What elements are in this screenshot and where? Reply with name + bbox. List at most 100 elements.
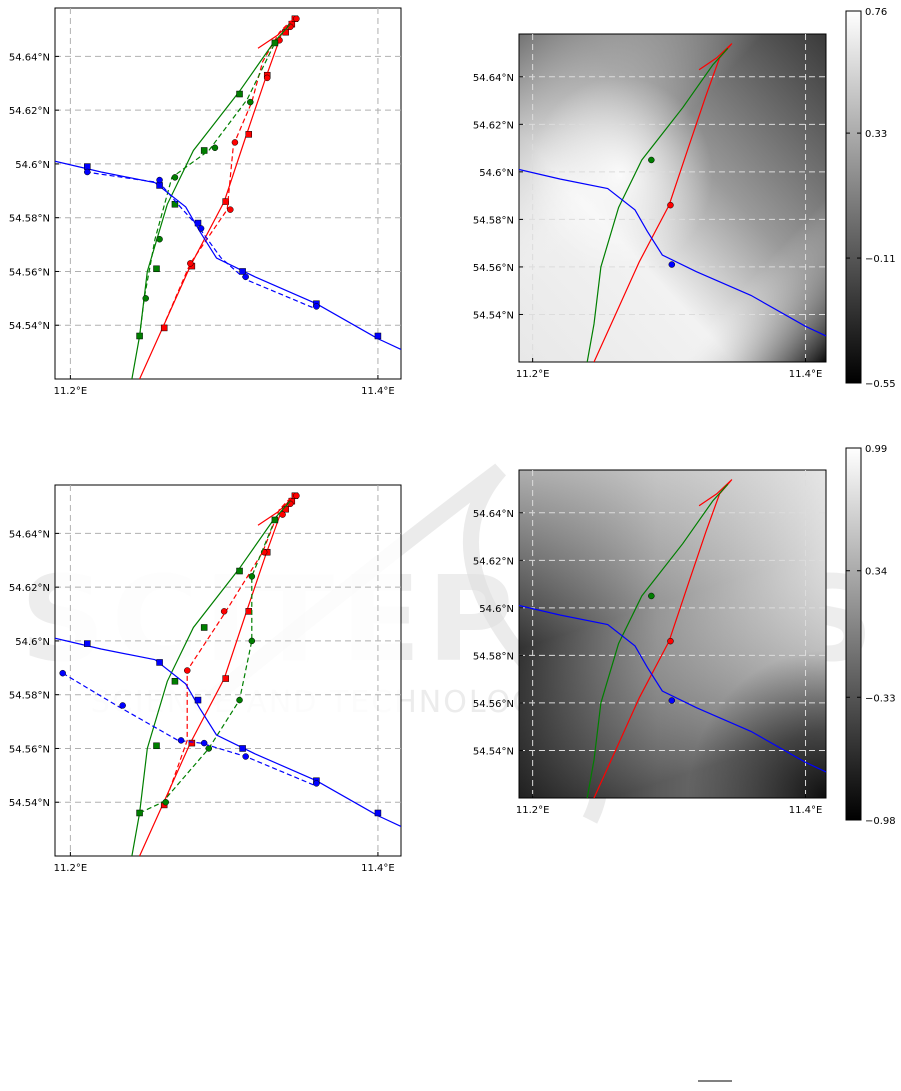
x-tick-label: 11.4°E — [789, 805, 823, 816]
marker-circle-red — [231, 139, 239, 146]
marker-circle-green — [648, 592, 655, 600]
marker-circle-blue — [242, 753, 249, 760]
marker-circle-green — [162, 798, 169, 806]
y-tick-label: 54.64°N — [473, 509, 514, 520]
y-tick-label: 54.58°N — [9, 691, 50, 702]
marker-square-red — [160, 324, 168, 332]
grid-lines — [55, 8, 401, 379]
marker-circle-green — [142, 295, 149, 302]
colorbar-tick-label: 0.33 — [865, 129, 887, 140]
series-line-red-dashed — [163, 495, 297, 806]
panel-bottom-left: 11.2°E 11.4°E 54.54°N 54.56°N 54.58°N 54.6°N 5… — [9, 484, 402, 874]
series-line-green-solid — [586, 47, 729, 362]
series-line-red-solid — [593, 479, 733, 798]
marker-circle-blue — [156, 176, 163, 184]
marker-square-green — [153, 742, 160, 750]
marker-circle-blue — [668, 261, 676, 268]
colorbar-tick-label: 0.34 — [865, 567, 887, 578]
marker-circle-green — [171, 174, 179, 181]
panel-bottom-right: 11.2°E 11.4°E 54.54°N 54.56°N 54.58°N 54.6°N 5… — [473, 444, 896, 827]
colorbar-ticks: 0.99 0.34 −0.33 −0.98 — [846, 444, 896, 827]
y-tick-label: 54.6°N — [479, 604, 514, 615]
series-line-blue-solid — [519, 604, 826, 773]
x-tick-label: 11.4°E — [361, 863, 395, 874]
x-tick-label: 11.2°E — [54, 386, 88, 397]
x-tick-label: 11.2°E — [516, 805, 550, 816]
x-tick-label: 11.2°E — [516, 369, 550, 380]
grid-lines — [55, 485, 401, 856]
marker-circle-green — [248, 637, 256, 645]
y-tick-label: 54.56°N — [473, 263, 514, 274]
colorbar-tick-label: −0.55 — [865, 379, 896, 390]
series-line-green-solid — [131, 500, 291, 856]
y-tick-label: 54.6°N — [15, 637, 50, 648]
marker-circle-red — [279, 511, 286, 518]
marker-square-red — [222, 198, 229, 205]
colorbar-tick-label: −0.33 — [865, 693, 896, 704]
marker-circle-blue — [313, 303, 320, 310]
x-tick-label: 11.2°E — [54, 863, 88, 874]
x-tick-label: 11.4°E — [789, 369, 823, 380]
y-tick-label: 54.58°N — [9, 214, 50, 225]
colorbar-tick-label: 0.99 — [865, 444, 887, 455]
y-tick-label: 54.62°N — [473, 556, 514, 567]
y-tick-label: 54.64°N — [9, 52, 50, 63]
series-layer — [55, 15, 401, 379]
marker-circle-blue — [119, 702, 126, 709]
plot-area-2 — [518, 33, 827, 363]
marker-circle-red — [293, 492, 300, 500]
marker-square-blue — [239, 268, 246, 275]
marker-square-green — [236, 567, 243, 575]
marker-circle-blue — [177, 737, 185, 744]
panel-top-right: 11.2°E 11.4°E 54.54°N 54.56°N 54.58°N 54.6°N 5… — [473, 7, 896, 390]
y-tick-label: 54.58°N — [473, 215, 514, 226]
y-tick-label: 54.54°N — [473, 310, 514, 321]
marker-circle-red — [263, 74, 271, 82]
marker-circle-red — [183, 667, 191, 674]
series-line-red-dashed — [162, 18, 297, 329]
y-tick-label: 54.64°N — [473, 73, 514, 84]
series-line-blue-solid — [55, 160, 401, 350]
y-tick-label: 54.54°N — [473, 746, 514, 757]
marker-square-blue — [374, 332, 382, 340]
colorbar-tick-label: 0.76 — [865, 7, 887, 18]
marker-circle-blue — [313, 780, 320, 787]
heatmap-background — [519, 470, 826, 798]
tick-labels: 11.2°E 11.4°E 54.54°N 54.56°N 54.58°N 54.6°N 5… — [473, 509, 822, 816]
plot-area-1 — [54, 7, 402, 380]
colorbar-gradient — [845, 447, 862, 821]
marker-circle-red — [667, 637, 674, 645]
colorbar-ticks: 0.76 0.33 −0.11 −0.55 — [846, 7, 896, 390]
marker-circle-green — [236, 696, 243, 704]
colorbar: 0.99 0.34 −0.33 −0.98 — [845, 444, 896, 827]
marker-square-green — [153, 265, 160, 273]
marker-square-green — [171, 678, 179, 685]
marker-square-red — [222, 675, 229, 682]
marker-circle-red — [220, 608, 228, 615]
marker-circle-green — [211, 144, 219, 152]
marker-square-red — [245, 131, 253, 138]
marker-square-red — [245, 608, 253, 615]
series-line-blue-solid — [55, 637, 401, 827]
marker-square-green — [200, 624, 208, 631]
marker-square-green — [136, 809, 143, 817]
colorbar: 0.76 0.33 −0.11 −0.55 — [845, 7, 896, 390]
marker-circle-green — [205, 745, 213, 752]
y-tick-label: 54.56°N — [9, 267, 50, 278]
y-tick-label: 54.54°N — [9, 321, 50, 332]
series-layer — [519, 479, 826, 798]
heatmap-background — [519, 34, 826, 362]
marker-square-blue — [239, 745, 246, 752]
marker-circle-red — [187, 260, 194, 267]
marker-circle-blue — [242, 273, 249, 281]
marker-circle-blue — [668, 697, 676, 704]
y-tick-label: 54.62°N — [473, 120, 514, 131]
x-tick-label: 11.4°E — [361, 386, 395, 397]
plot-area-4 — [518, 469, 827, 799]
marker-square-blue — [84, 163, 91, 170]
marker-circle-green — [156, 235, 163, 243]
series-layer — [55, 492, 401, 856]
grid-lines — [519, 34, 826, 362]
marker-circle-blue — [200, 739, 208, 747]
